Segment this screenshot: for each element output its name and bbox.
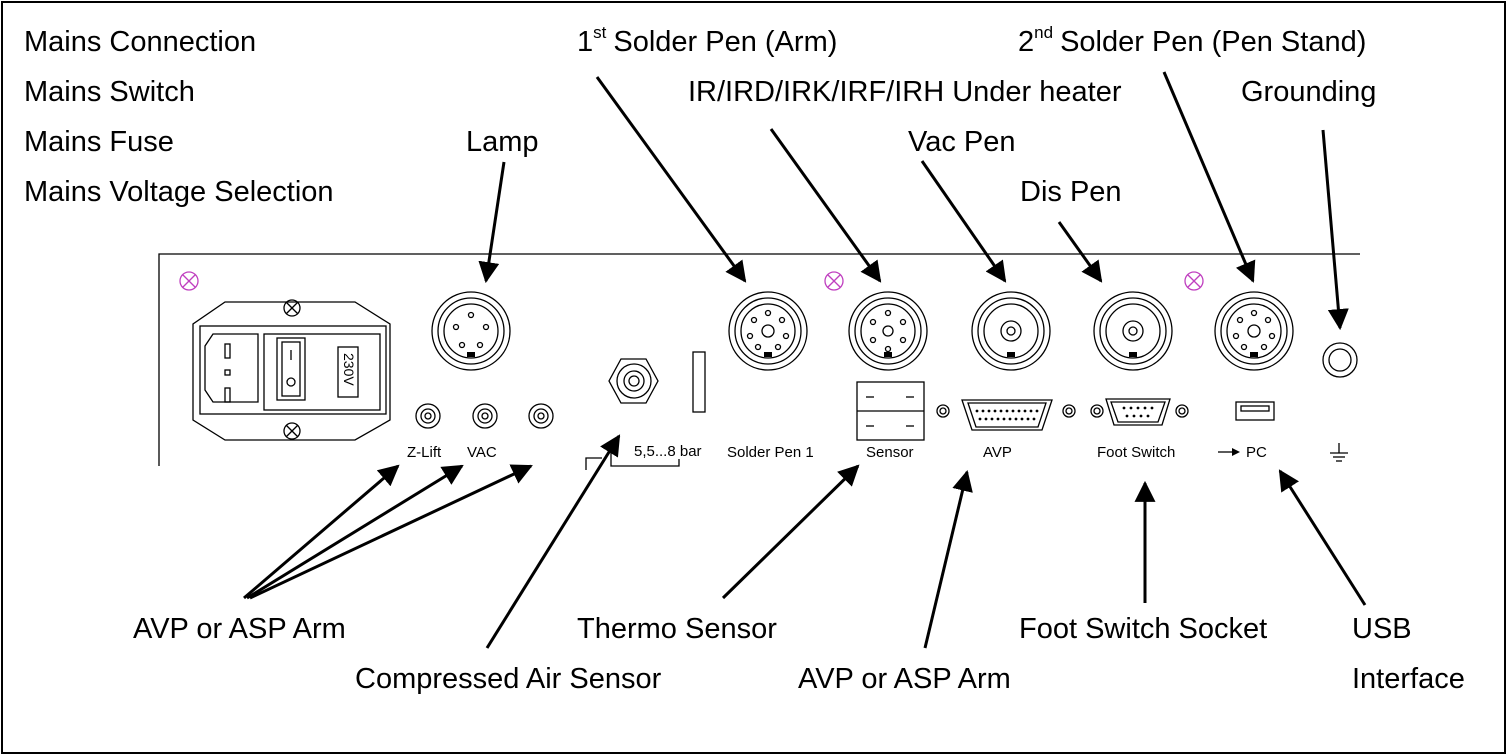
panel-label-solder-pen-1: Solder Pen 1 [727,444,814,461]
mains-module: 230V [192,301,391,441]
callout-avp-asp-arm-center: AVP or ASP Arm [798,663,1011,695]
callout-vac-pen: Vac Pen [908,126,1015,158]
arrow-vac-aux [249,464,533,600]
callout-solder-pen-1-num: 1 [577,26,593,58]
arrow-dis-pen [1057,221,1103,283]
panel-label-pc: PC [1246,444,1267,461]
arrow-lamp [478,161,506,284]
callout-solder-pen-2-rest: Solder Pen (Pen Stand) [1060,26,1366,58]
z-lift-coupling [415,403,441,429]
panel-label-z-lift: Z-Lift [407,444,442,461]
callout-usb-line1: USB [1352,613,1412,645]
callout-solder-pen-2-sup: nd [1034,23,1053,42]
callout-lamp: Lamp [466,126,539,158]
avp-dsub-connector [936,399,1076,431]
arrow-icon [1218,448,1240,456]
callout-mains-connection: Mains Connection [24,26,256,58]
arrow-solder-pen-2 [1162,71,1256,283]
arrow-vac-pen [920,160,1007,283]
foot-switch-dsub-connector [1090,398,1189,426]
solder-pen-2-connector [1214,291,1294,371]
callout-solder-pen-1-sup: st [593,23,607,42]
callout-mains-switch: Mains Switch [24,76,195,108]
pressure-range-bracket [585,449,680,470]
device-panel-outline [158,253,1360,466]
callout-mains-voltage-selection: Mains Voltage Selection [24,176,334,208]
callout-solder-pen-2: 2nd Solder Pen (Pen Stand) [1018,23,1366,58]
callout-foot-switch-socket: Foot Switch Socket [1019,613,1267,645]
arrow-vac [246,464,464,600]
screw-icon [283,299,301,317]
aux-coupling [528,403,554,429]
arrow-solder-pen-1 [595,76,747,283]
callout-solder-pen-1: 1st Solder Pen (Arm) [577,23,837,58]
thermo-sensor-terminal [856,381,925,441]
screw-icon [824,271,844,291]
grounding-terminal [1322,342,1358,378]
arrow-grounding [1321,129,1349,331]
dis-pen-connector [1093,291,1173,371]
callout-avp-asp-arm-left: AVP or ASP Arm [133,613,346,645]
compressed-air-fitting [608,351,706,413]
screw-icon [1184,271,1204,291]
callout-usb-line2: Interface [1352,663,1465,695]
callout-grounding: Grounding [1241,76,1376,108]
vac-coupling [472,403,498,429]
panel-label-pressure: 5,5...8 bar [634,443,702,460]
usb-port-icon [1235,401,1275,421]
callout-solder-pen-1-rest: Solder Pen (Arm) [613,26,837,58]
panel-label-foot-switch: Foot Switch [1097,444,1175,461]
arrow-avp-asp-center [923,469,973,649]
callout-thermo-sensor: Thermo Sensor [577,613,777,645]
callout-dis-pen: Dis Pen [1020,176,1122,208]
callout-under-heater: IR/IRD/IRK/IRF/IRH Under heater [688,76,1122,108]
voltage-selector-label: 230V [341,353,357,386]
lamp-connector [431,291,511,371]
arrow-thermo-sensor [721,464,860,600]
screw-icon [179,271,199,291]
vac-pen-connector [971,291,1051,371]
ground-symbol-icon [1330,443,1348,462]
panel-label-vac: VAC [467,444,497,461]
callout-compressed-air-sensor: Compressed Air Sensor [355,663,662,695]
panel-label-avp: AVP [983,444,1012,461]
panel-label-sensor: Sensor [866,444,914,461]
arrow-under-heater [769,128,882,283]
callout-mains-fuse: Mains Fuse [24,126,174,158]
arrow-usb [1278,469,1367,606]
under-heater-connector [848,291,928,371]
arrow-z-lift [243,464,400,600]
screw-icon [283,422,301,440]
solder-pen-1-connector [728,291,808,371]
callout-solder-pen-2-num: 2 [1018,26,1034,58]
arrow-compressed-air [485,434,621,649]
